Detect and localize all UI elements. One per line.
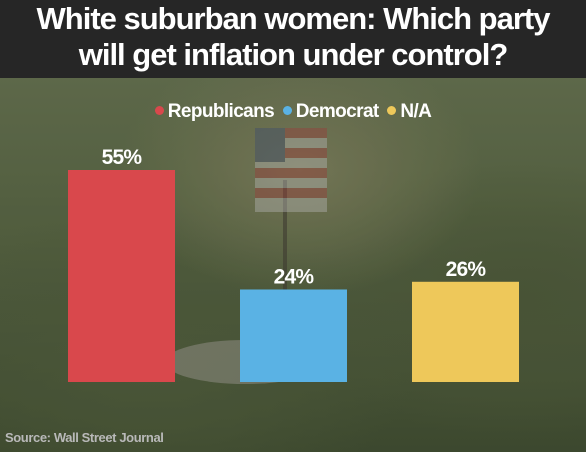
legend-item-republicans: Republicans [154,99,275,125]
bar-democrat [240,289,347,382]
data-label-democrat: 24% [274,265,315,288]
chart-legend: Republicans Democrat N/A [0,99,586,125]
bar-republicans [68,170,175,382]
bar-n-a [412,281,519,382]
legend-item-na: N/A [387,99,432,125]
background-flag-pole [283,180,287,365]
chart-title-line-1: White suburban women: Which party [36,1,551,36]
legend-label-republicans: Republicans [167,101,275,122]
data-label-republicans: 55% [102,146,143,169]
legend-swatch-republicans [154,106,164,115]
data-label-n-a: 26% [446,258,487,281]
legend-swatch-na [387,106,397,115]
source-credit: Source: Wall Street Journal [5,430,164,445]
legend-label-democrat: Democrat [295,101,379,122]
chart-title-line-2: will get inflation under control? [78,37,509,72]
title-band: White suburban women: Which party will g… [0,0,586,78]
legend-swatch-democrat [282,106,292,115]
legend-label-na: N/A [400,101,432,122]
legend-item-democrat: Democrat [282,99,379,125]
background-flag [255,128,327,212]
